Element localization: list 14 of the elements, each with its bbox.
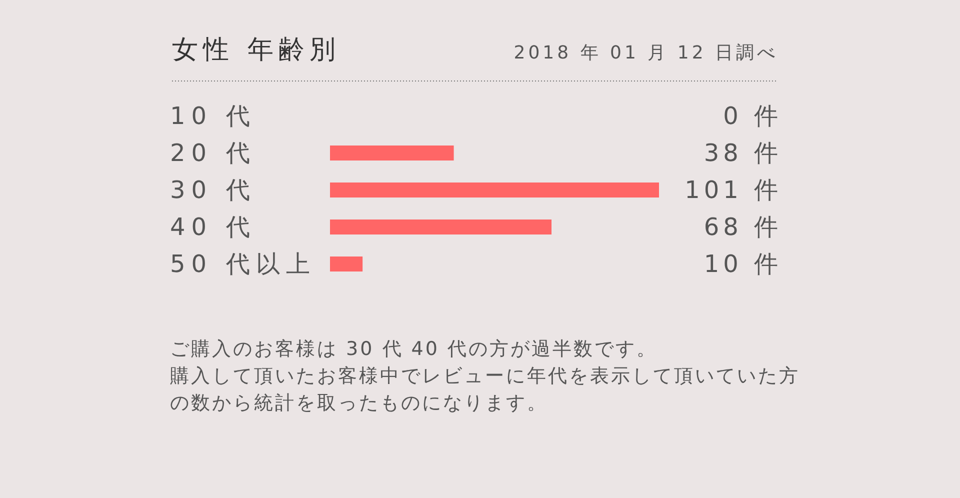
category: 20 代 (170, 139, 256, 167)
category: 50 代以上 (170, 250, 316, 278)
value-label: 10 件 (704, 250, 782, 278)
category: 10 代 (170, 102, 256, 130)
annotation: 購入して頂いたお客様中でレビューに年代を表示して頂いていた方の数から統計を取ったものになります。 (170, 364, 801, 416)
value-label: 38 件 (704, 139, 782, 167)
category: 30 代 (170, 176, 256, 204)
annotation: ご購入のお客様は 30 代 40 代の方が過半数です。 (170, 337, 659, 362)
value-label: 0 件 (723, 102, 782, 130)
value-label: 101 件 (684, 176, 782, 204)
value-label: 68 件 (704, 213, 782, 241)
subtitle: 2018 年 01 月 12 日調べ (514, 42, 778, 64)
title: 女性 年齢別 (172, 35, 340, 65)
category: 40 代 (170, 213, 256, 241)
